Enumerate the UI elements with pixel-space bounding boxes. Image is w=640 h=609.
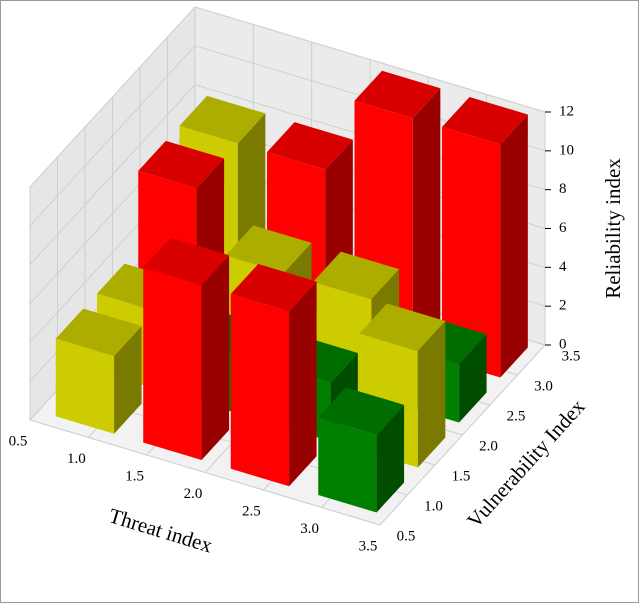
y-tick-label: 1.5 — [452, 468, 471, 484]
bar-top — [267, 122, 353, 170]
z-tick-label: 4 — [559, 259, 567, 275]
y-tick-label: 2.5 — [507, 408, 526, 424]
y-tick-label: 3.0 — [534, 378, 553, 394]
bar-side — [289, 281, 317, 487]
bar-side — [500, 114, 528, 378]
bar-front — [318, 417, 377, 513]
bar-top — [230, 264, 317, 312]
y-tick-label: 3.5 — [562, 348, 581, 364]
bar-top — [55, 308, 142, 357]
bar-side — [376, 404, 405, 513]
bar-top — [313, 251, 400, 300]
y-tick-label: 0.5 — [397, 528, 416, 544]
bar-side — [201, 255, 230, 460]
x-tick-label: 1.5 — [125, 468, 144, 484]
y-tick-label: 1.0 — [424, 498, 443, 514]
x-tick-label: 3.0 — [300, 521, 319, 537]
bar-top — [225, 225, 312, 273]
grid-line — [29, 45, 196, 227]
bar-front — [55, 338, 115, 434]
grid-line — [194, 6, 546, 113]
bar-front — [442, 127, 501, 378]
bar — [230, 264, 317, 487]
y-tick-label: 2.0 — [479, 438, 498, 454]
bar-front — [143, 267, 202, 460]
bar — [143, 237, 230, 460]
bar-top — [143, 237, 230, 286]
x-tick-label: 1.0 — [67, 451, 86, 467]
z-tick-label: 10 — [559, 142, 574, 158]
bar-top — [354, 70, 441, 119]
bar-side — [412, 88, 441, 352]
x-tick-label: 0.5 — [9, 433, 28, 449]
z-tick-label: 6 — [559, 220, 567, 236]
bar-top — [138, 140, 225, 189]
x-tick-label: 2.5 — [242, 503, 261, 519]
z-tick-label: 12 — [559, 103, 574, 119]
x-tick-label: 2.0 — [184, 486, 203, 502]
bar-front — [230, 294, 290, 487]
grid-line — [29, 84, 196, 266]
bar — [318, 387, 405, 513]
z-tick-label: 0 — [559, 336, 567, 352]
bar-side — [459, 334, 487, 423]
bar-top — [359, 303, 446, 351]
bar-side — [417, 321, 446, 468]
grid-line — [29, 6, 196, 188]
z-tick-label: 2 — [559, 298, 567, 314]
bar — [55, 308, 142, 434]
z-axis-label: Reliability index — [601, 158, 625, 299]
z-tick-label: 8 — [559, 181, 567, 197]
bar-top — [442, 97, 528, 145]
bar — [442, 97, 528, 378]
bar-top — [179, 95, 266, 144]
grid-line — [29, 419, 381, 526]
x-tick-label: 3.5 — [359, 538, 378, 554]
bar-side — [114, 326, 142, 434]
bar-top — [318, 387, 405, 435]
